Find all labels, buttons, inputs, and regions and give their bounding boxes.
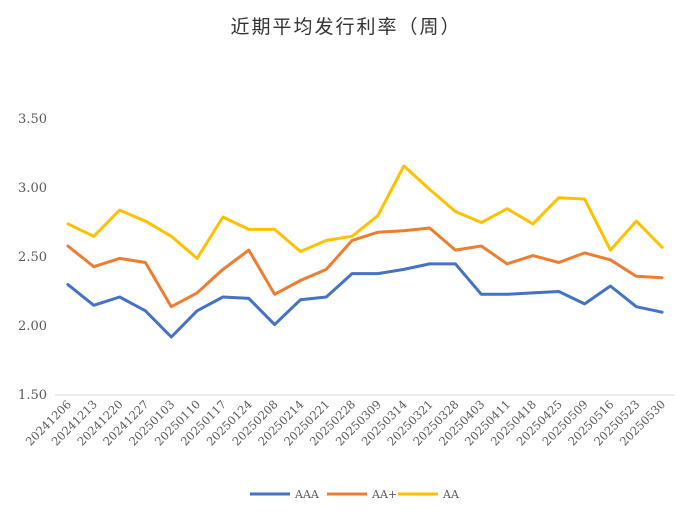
legend-label: AAA <box>294 488 320 501</box>
legend-label: AA <box>442 488 460 501</box>
y-tick-label: 1.50 <box>18 388 47 403</box>
y-tick-label: 3.00 <box>18 181 47 196</box>
chart-title: 近期平均发行利率（周） <box>230 16 462 38</box>
y-tick-label: 2.50 <box>18 250 47 265</box>
series-line-aa <box>66 164 664 260</box>
series-line-aa-plus <box>66 226 664 309</box>
legend-label: AA+ <box>371 488 397 501</box>
series-line-aaa <box>66 262 664 339</box>
y-tick-label: 3.50 <box>18 112 47 127</box>
y-tick-label: 2.00 <box>18 319 47 334</box>
